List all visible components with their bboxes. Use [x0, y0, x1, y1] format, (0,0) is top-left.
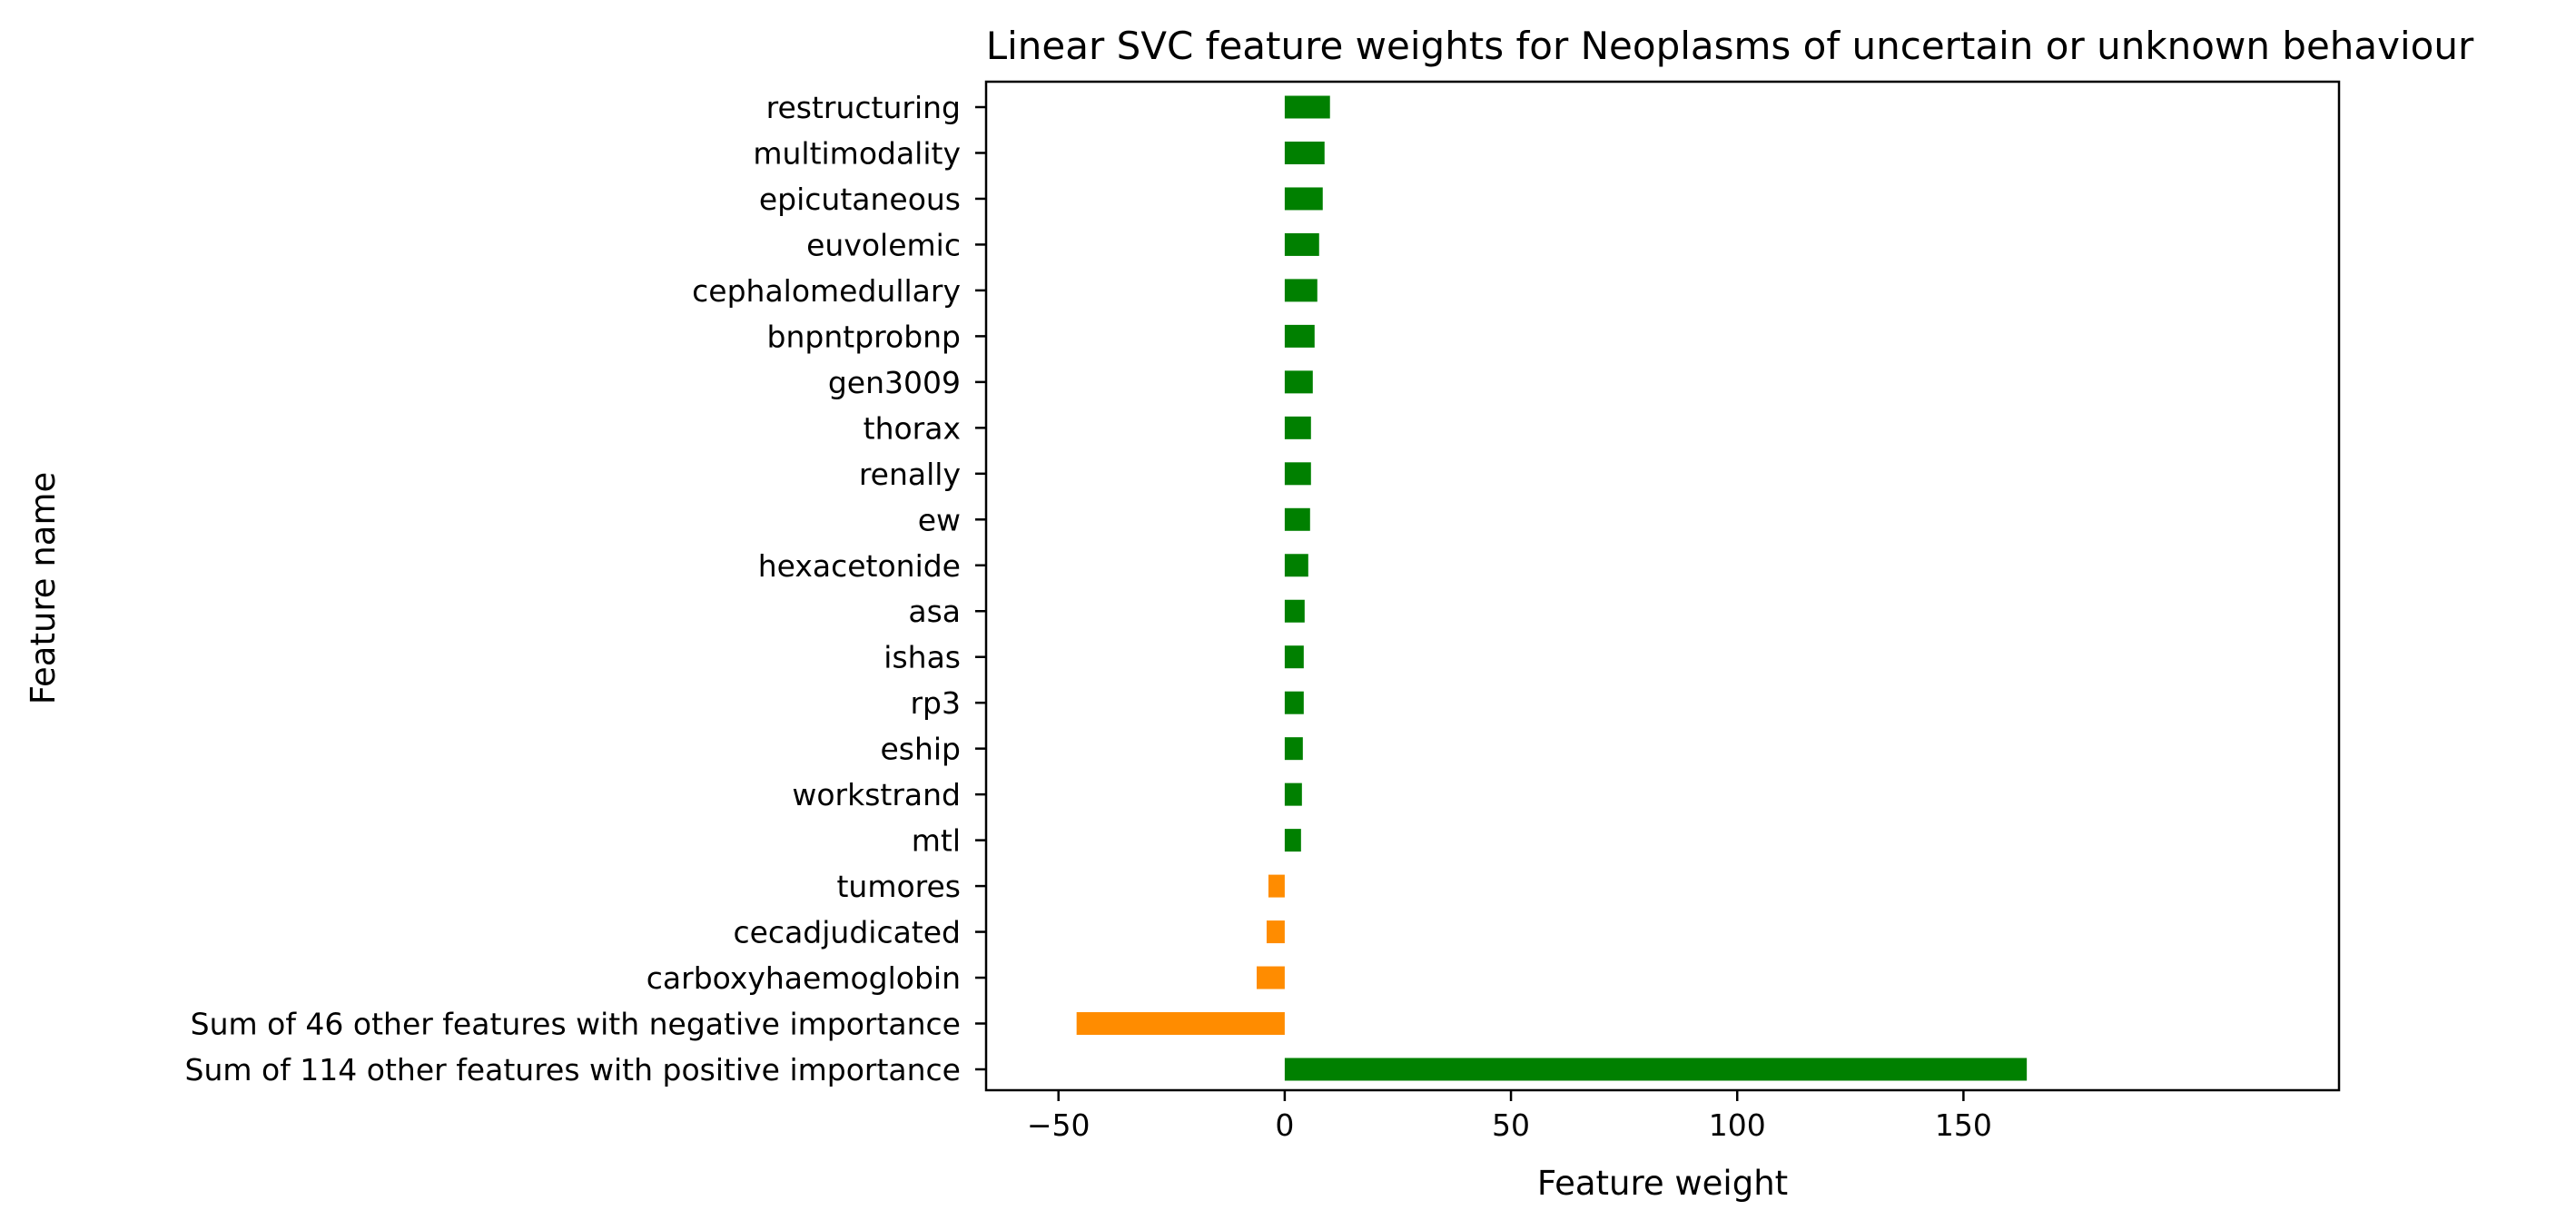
bar — [1284, 1058, 2028, 1081]
bar — [1284, 324, 1315, 348]
bar — [1284, 279, 1318, 302]
y-tick-label: multimodality — [753, 135, 961, 171]
bar — [1284, 645, 1304, 669]
bar — [1284, 187, 1323, 211]
bar — [1284, 691, 1304, 714]
y-tick-label: workstrand — [792, 777, 961, 812]
x-tick-label: 0 — [1275, 1107, 1294, 1143]
bar — [1284, 737, 1303, 761]
bar — [1268, 874, 1285, 898]
y-tick-label: cecadjudicated — [733, 915, 961, 950]
bar — [1284, 141, 1325, 164]
bar — [1284, 599, 1305, 623]
bar — [1284, 462, 1311, 486]
bar — [1284, 782, 1302, 806]
y-tick-label: restructuring — [766, 90, 961, 125]
y-tick-label: ew — [918, 502, 961, 537]
x-tick-label: 50 — [1492, 1107, 1530, 1143]
bar — [1284, 416, 1311, 439]
y-tick-label: bnpntprobnp — [767, 319, 961, 354]
bar — [1266, 920, 1285, 944]
y-tick-label: rp3 — [910, 685, 961, 721]
y-tick-label: carboxyhaemoglobin — [646, 960, 961, 996]
chart-title: Linear SVC feature weights for Neoplasms… — [986, 24, 2474, 68]
y-tick-label: euvolemic — [806, 227, 961, 262]
y-tick-label: renally — [859, 457, 961, 492]
x-axis-label: Feature weight — [1537, 1164, 1788, 1203]
y-axis-label: Feature name — [24, 472, 63, 705]
y-tick-label: thorax — [864, 410, 961, 446]
y-tick-label: eship — [880, 732, 961, 767]
y-tick-label: Sum of 46 other features with negative i… — [191, 1007, 961, 1042]
bar — [1076, 1012, 1285, 1036]
y-tick-label: ishas — [883, 640, 961, 675]
y-tick-label: Sum of 114 other features with positive … — [185, 1052, 961, 1087]
bar — [1284, 554, 1308, 577]
y-tick-label: tumores — [836, 869, 961, 904]
y-tick-label: cephalomedullary — [692, 273, 961, 309]
y-axis-ticks: restructuring multimodality epicutaneous eu… — [185, 90, 986, 1087]
y-tick-label: mtl — [912, 823, 961, 859]
bars — [1076, 95, 2028, 1081]
x-axis-ticks: −50 0 50 100 150 — [1027, 1090, 1992, 1143]
bar — [1284, 370, 1313, 394]
x-tick-label: 100 — [1709, 1107, 1766, 1143]
x-tick-label: 150 — [1935, 1107, 1992, 1143]
x-tick-label: −50 — [1027, 1107, 1091, 1143]
bar — [1284, 507, 1310, 531]
bar — [1284, 95, 1330, 119]
bar — [1284, 829, 1301, 852]
bar — [1284, 232, 1319, 256]
y-tick-label: hexacetonide — [758, 548, 961, 584]
y-tick-label: epicutaneous — [759, 182, 961, 217]
plot-area-frame — [984, 80, 2341, 1092]
bar — [1257, 966, 1285, 989]
y-tick-label: asa — [908, 594, 961, 629]
y-tick-label: gen3009 — [828, 365, 961, 400]
